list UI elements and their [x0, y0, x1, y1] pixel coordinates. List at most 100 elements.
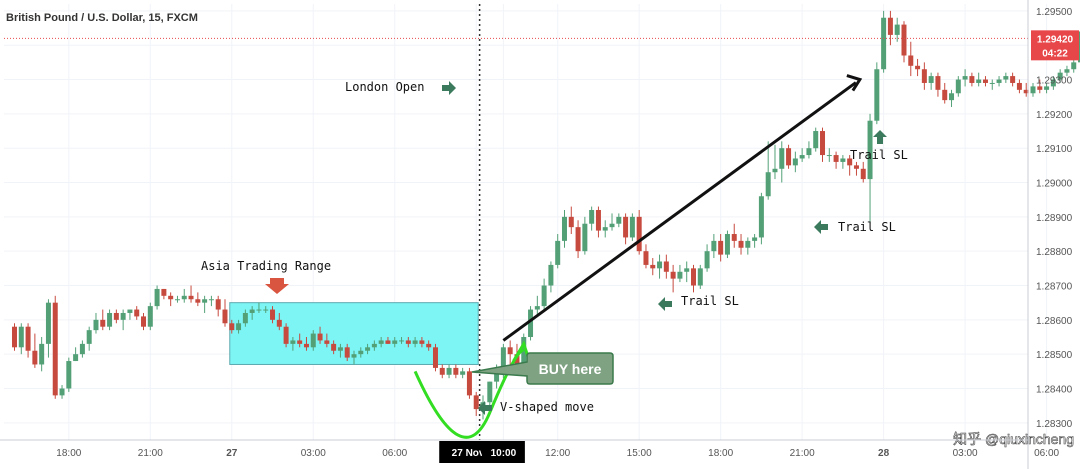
- candle-body: [276, 319, 282, 327]
- candle-body: [399, 340, 405, 342]
- candle-body: [636, 216, 642, 252]
- candle-body: [677, 271, 683, 279]
- trail-sl-3-arrow-icon: [873, 130, 887, 144]
- trail-sl-2-label: Trail SL: [838, 220, 896, 234]
- candle-body: [887, 17, 893, 35]
- candle-body: [365, 347, 371, 351]
- asia-down-arrow-icon: [265, 278, 289, 294]
- candle-body: [59, 388, 65, 396]
- candle-body: [229, 323, 235, 331]
- candle-body: [711, 240, 717, 252]
- x-tick-label: 27: [226, 448, 238, 459]
- candle-body: [908, 55, 914, 66]
- candle-body: [534, 306, 540, 310]
- y-tick-label: 1.28900: [1036, 213, 1073, 224]
- candle-body: [1023, 89, 1029, 94]
- candle-body: [1044, 86, 1050, 90]
- candle-body: [602, 227, 608, 231]
- candle-body: [724, 234, 730, 255]
- candles: [12, 10, 1080, 420]
- candle-body: [168, 295, 174, 300]
- candle-body: [942, 89, 948, 101]
- candle-body: [93, 319, 99, 331]
- candle-body: [1078, 31, 1080, 63]
- candle-body: [32, 350, 38, 365]
- candle-body: [1050, 79, 1056, 87]
- candle-body: [820, 131, 826, 156]
- candle-body: [317, 333, 323, 341]
- candle-body: [853, 165, 859, 169]
- candle-body: [561, 216, 567, 241]
- candle-body: [575, 227, 581, 252]
- candle-body: [270, 309, 276, 320]
- candle-body: [779, 148, 785, 169]
- candle-body: [792, 158, 798, 166]
- candle-body: [242, 312, 248, 324]
- candle-body: [344, 347, 350, 358]
- trail-sl-2-arrow-icon: [814, 220, 828, 234]
- candle-body: [405, 340, 411, 344]
- candle-body: [962, 76, 968, 80]
- y-tick-label: 1.29100: [1036, 144, 1073, 155]
- candle-body: [629, 216, 635, 238]
- candle-body: [833, 155, 839, 162]
- candle-body: [174, 299, 180, 301]
- x-tick-label: 28: [878, 448, 890, 459]
- candle-body: [758, 196, 764, 238]
- candle-body: [473, 395, 479, 410]
- vshape-label: V-shaped move: [500, 400, 594, 414]
- watermark: 知乎 @qiuxincheng: [953, 431, 1074, 447]
- candle-body: [928, 76, 934, 83]
- candle-body: [813, 131, 819, 149]
- price-badge-bg: [1031, 30, 1079, 61]
- candle-body: [500, 347, 506, 372]
- candle-body: [799, 155, 805, 159]
- x-tick-label: 03:00: [953, 448, 978, 459]
- candle-body: [113, 312, 119, 320]
- candle-body: [453, 367, 459, 375]
- candle-body: [263, 309, 269, 311]
- x-tick-label: 12:00: [545, 448, 570, 459]
- candle-body: [249, 309, 255, 313]
- candle-body: [657, 261, 663, 269]
- candle-body: [765, 172, 771, 197]
- candle-body: [120, 312, 126, 320]
- candle-body: [256, 309, 262, 311]
- candle-body: [772, 168, 778, 173]
- y-tick-label: 1.28400: [1036, 385, 1073, 396]
- candle-body: [528, 309, 534, 338]
- y-tick-label: 1.28300: [1036, 419, 1073, 430]
- candle-body: [1071, 62, 1077, 70]
- candle-body: [881, 17, 887, 70]
- candle-body: [840, 158, 846, 162]
- candle-body: [222, 309, 228, 324]
- candle-body: [297, 340, 303, 344]
- candle-body: [663, 261, 669, 272]
- candle-body: [1030, 86, 1036, 94]
- candle-body: [12, 326, 17, 348]
- candle-body: [548, 264, 554, 286]
- candle-body: [1003, 76, 1009, 80]
- candle-body: [134, 309, 140, 317]
- y-tick-label: 1.28700: [1036, 282, 1073, 293]
- candle-body: [303, 343, 309, 348]
- candle-body: [847, 158, 853, 166]
- candle-body: [982, 79, 988, 83]
- candle-body: [643, 251, 649, 265]
- y-tick-label: 1.28800: [1036, 247, 1073, 258]
- candle-body: [215, 299, 221, 310]
- candle-body: [127, 309, 133, 313]
- candle-body: [79, 343, 85, 355]
- candle-body: [996, 79, 1002, 83]
- candle-body: [718, 240, 724, 255]
- candle-body: [419, 340, 425, 344]
- candle-body: [181, 295, 187, 300]
- candle-body: [1037, 86, 1043, 90]
- candle-body: [18, 326, 24, 348]
- candle-body: [623, 216, 629, 238]
- candle-body: [487, 381, 493, 403]
- candle-body: [188, 295, 194, 300]
- y-tick-label: 1.28600: [1036, 316, 1073, 327]
